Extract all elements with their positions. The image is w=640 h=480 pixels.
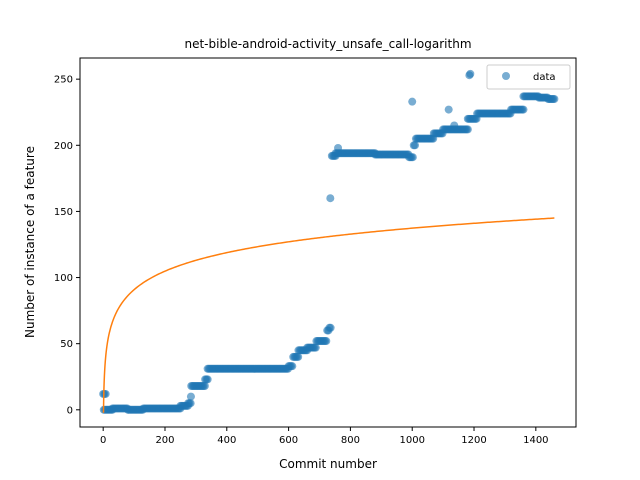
axes-frame (79, 57, 577, 428)
data-point (450, 121, 459, 130)
x-tick-label: 0 (100, 435, 106, 446)
y-tick-label: 0 (67, 405, 73, 416)
data-point (288, 362, 297, 371)
chart-title: net-bible-android-activity_unsafe_call-l… (184, 37, 471, 51)
legend: data (486, 64, 571, 90)
y-tick-label: 50 (60, 339, 73, 350)
data-point (101, 389, 110, 398)
data-point (326, 323, 335, 332)
data-point (408, 153, 417, 162)
y-axis-label: Number of instance of a feature (23, 146, 37, 338)
legend-box (486, 64, 571, 90)
y-tick-label: 150 (54, 207, 73, 218)
y-axis: 0 50 100 150 200 250 (54, 75, 80, 416)
data-point (444, 105, 453, 114)
data-point (326, 194, 335, 203)
data-point (311, 343, 320, 352)
x-tick-label: 1000 (399, 435, 424, 446)
data-point (519, 105, 528, 114)
data-point (466, 69, 475, 78)
data-point (322, 337, 331, 346)
legend-marker-data (502, 72, 510, 80)
x-tick-label: 1400 (523, 435, 548, 446)
data-point (186, 399, 195, 408)
data-point (334, 143, 343, 152)
y-tick-label: 250 (54, 75, 73, 86)
x-axis: 0 200 400 600 800 1000 1200 1400 (100, 427, 549, 446)
x-tick-label: 200 (155, 435, 174, 446)
y-tick-label: 100 (54, 273, 73, 284)
data-point (410, 141, 419, 150)
data-point (203, 375, 212, 384)
data-point (408, 97, 417, 106)
x-tick-label: 600 (279, 435, 298, 446)
data-point (294, 352, 303, 361)
y-tick-label: 200 (54, 141, 73, 152)
x-tick-label: 1200 (461, 435, 486, 446)
plot-area (99, 69, 559, 414)
data-point (463, 125, 472, 134)
data-point (186, 392, 195, 401)
legend-label-data: data (533, 72, 556, 83)
data-point (550, 95, 559, 103)
x-tick-label: 400 (217, 435, 236, 446)
x-tick-label: 800 (341, 435, 360, 446)
data-point (200, 382, 209, 390)
data-points (99, 69, 559, 414)
fit-line (102, 217, 555, 413)
x-axis-label: Commit number (279, 457, 377, 471)
